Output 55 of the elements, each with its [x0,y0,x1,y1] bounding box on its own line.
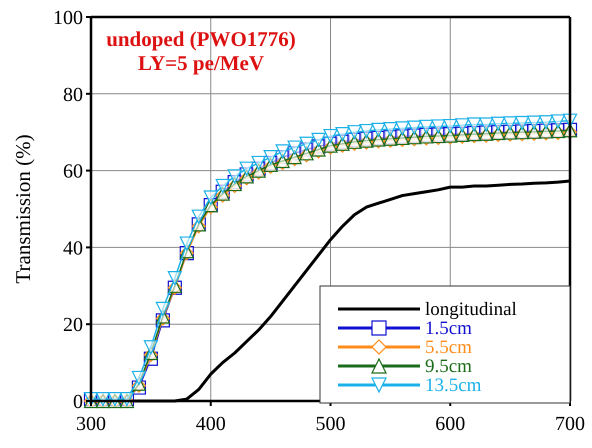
y-tick-label: 80 [63,84,83,106]
x-tick-label: 400 [196,413,226,435]
point [252,156,266,170]
point [383,122,398,136]
point [455,118,470,132]
point [479,117,494,132]
point [371,122,386,137]
annotation: LY=5 pe/MeV [138,51,264,75]
y-axis-title: Transmission (%) [11,134,35,284]
x-tick-label: 500 [316,413,346,435]
point [323,128,338,144]
point [180,236,194,251]
point [431,119,446,134]
legend-label: 1.5cm [425,318,472,339]
y-tick-label: 40 [63,237,83,260]
point [407,120,422,135]
point [515,116,530,130]
point [228,169,242,184]
point [443,118,458,134]
point [335,127,350,142]
x-tick-label: 600 [435,413,466,435]
point [192,210,206,224]
point [144,340,158,354]
point [264,150,278,164]
legend-label: longitudinal [425,299,517,320]
point [311,132,326,147]
annotation: undoped (PWO1776) [106,27,296,51]
point [216,178,230,194]
y-tick-label: 60 [63,160,83,183]
point [526,116,542,130]
point [419,120,434,134]
legend-label: 9.5cm [425,356,472,377]
point [491,116,506,131]
point [503,116,518,130]
y-tick-label: 100 [53,7,83,29]
point [299,136,314,151]
point [550,114,566,129]
point [276,144,290,158]
point [168,271,182,286]
point [132,370,146,386]
point [467,117,482,132]
point [359,124,374,138]
legend-label: 5.5cm [425,337,472,358]
x-tick-label: 700 [555,413,585,435]
point [395,121,410,136]
point [204,190,218,205]
x-tick-label: 300 [76,413,106,435]
point [287,140,302,155]
legend-label: 13.5cm [425,375,482,396]
point [240,162,254,176]
y-tick-label: 0 [73,391,83,413]
point [538,115,554,130]
y-tick-label: 20 [63,314,83,336]
point [347,125,362,140]
point [156,302,170,316]
